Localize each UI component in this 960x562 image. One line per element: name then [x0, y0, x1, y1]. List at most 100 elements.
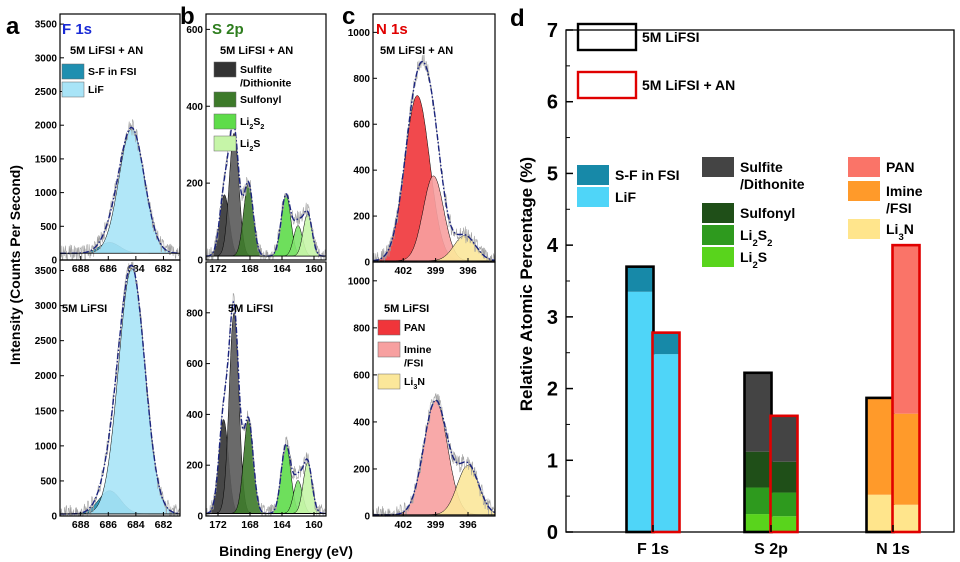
x-tick-label: 399	[427, 265, 445, 277]
y-tick-label: 0	[51, 512, 57, 523]
y-tick-label: 600	[186, 25, 203, 36]
y-tick-label: 200	[353, 212, 370, 223]
bar-segment-lif	[626, 291, 654, 532]
spectrum-b-1: 0 200 400 600 800 172 168 164 160	[186, 261, 327, 531]
plot-frame	[59, 259, 181, 517]
y-tick-label: 1000	[348, 276, 371, 287]
legend-swatch	[377, 373, 401, 390]
bar-outline	[651, 331, 681, 534]
x-tick-label: 688	[72, 263, 90, 275]
y-tick-label: 2	[547, 379, 558, 401]
bar-segment-li3n	[892, 504, 920, 532]
sample-label: 5M LiFSI	[384, 303, 429, 315]
bar-segment-li2s	[770, 516, 798, 532]
raw-data-line	[372, 54, 495, 263]
x-tick-label: 402	[394, 265, 412, 277]
y-tick-label: 800	[353, 74, 370, 85]
legend-swatch	[213, 61, 237, 78]
plot-frame	[205, 13, 327, 261]
y-tick-label: 1500	[35, 154, 58, 165]
panel-letter-d: d	[510, 5, 525, 32]
legend-label: Sulfite	[240, 64, 272, 76]
component-legend-swatch	[702, 225, 734, 245]
y-tick-label: 400	[186, 102, 203, 113]
legend-swatch	[61, 81, 85, 98]
x-tick-label: 164	[273, 263, 291, 275]
bar-segment-pan	[892, 245, 920, 414]
y-tick-label: 4	[547, 235, 559, 257]
legend-label: Sulfonyl	[240, 94, 281, 106]
bar-segment-sulfonyl	[770, 461, 798, 493]
y-tick-label: 500	[40, 222, 57, 233]
component-legend-label: Li3N	[886, 221, 914, 243]
x-tick-label: 686	[100, 519, 118, 531]
spectrum-c-0: 0 200 400 600 800 1000 402 399 396	[348, 13, 496, 277]
x-tick-label: 396	[459, 265, 477, 277]
component-legend-label: PAN	[886, 159, 915, 175]
bar-segment-sulfonyl	[744, 451, 772, 488]
bar-segment-li3n	[866, 494, 894, 532]
y-tick-label: 200	[186, 461, 203, 472]
x-tick-label: 160	[305, 519, 323, 531]
y-tick-label: 5	[547, 163, 558, 185]
y-tick-label: 1500	[35, 406, 58, 417]
y-tick-label: 800	[186, 308, 203, 319]
component-legend-label: Sulfonyl	[740, 205, 795, 221]
component-legend-swatch	[577, 165, 609, 185]
y-tick-label: 3000	[35, 301, 58, 312]
bar-segment-li2s2	[770, 492, 798, 517]
legend-label: PAN	[404, 322, 425, 334]
series-legend-label: 5M LiFSI + AN	[642, 77, 735, 93]
component-legend-label-line2: /FSI	[886, 200, 912, 216]
y-tick-label: 0	[364, 512, 370, 523]
category-label: F 1s	[637, 541, 669, 558]
x-tick-label: 172	[209, 263, 227, 275]
x-tick-label: 402	[394, 519, 412, 531]
component-legend-label: S-F in FSI	[615, 167, 680, 183]
bar-segment-s-f-in-fsi	[626, 266, 654, 292]
series-legend-box	[576, 70, 638, 100]
spectrum-a-1: 0 500 1000 1500 2000 2500 3000 3500 688 686 684 682	[35, 259, 181, 531]
legend-label-line2: /Dithionite	[240, 78, 291, 90]
panel-letter-c: c	[342, 3, 355, 30]
panel-letter-b: b	[180, 3, 195, 30]
component-legend-label-line2: /Dithonite	[740, 176, 805, 192]
bar-outline	[769, 414, 799, 534]
bar-segment-sulfite-dithonite	[744, 372, 772, 452]
y-tick-label: 0	[197, 512, 203, 523]
x-tick-label: 168	[241, 263, 259, 275]
component-legend-swatch	[577, 187, 609, 207]
y-tick-label: 500	[40, 476, 57, 487]
legend-label: Li3N	[404, 376, 425, 391]
y-tick-label: 2000	[35, 121, 58, 132]
component-legend-swatch	[848, 157, 880, 177]
sample-label: 5M LiFSI + AN	[380, 45, 453, 57]
fit-envelope	[372, 60, 496, 262]
component-legend-label: Sulfite	[740, 159, 783, 175]
category-label: S 2p	[754, 541, 788, 558]
fit-envelope	[206, 121, 326, 257]
fit-envelope	[60, 264, 180, 515]
y-tick-label: 200	[353, 464, 370, 475]
spectrum-c-1: 0 200 400 600 800 1000 402 399 396	[348, 261, 496, 531]
component-legend-label: Li2S	[740, 249, 767, 271]
legend-label-line2: /FSI	[404, 358, 423, 370]
y-tick-label: 2500	[35, 336, 58, 347]
series-legend-box	[576, 22, 638, 52]
bar-segment-s-f-in-fsi	[652, 332, 680, 355]
bar-segment-li2s	[744, 514, 772, 532]
legend-swatch	[213, 91, 237, 108]
x-tick-label: 399	[427, 519, 445, 531]
component-legend-label: LiF	[615, 189, 636, 205]
category-label: N 1s	[876, 541, 910, 558]
y-tick-label: 2500	[35, 87, 58, 98]
y-tick-label: 1	[547, 450, 558, 472]
component-legend-swatch	[702, 203, 734, 223]
y-tick-label: 0	[51, 256, 57, 267]
y-tick-label: 400	[186, 410, 203, 421]
bar-segment-imine-fsi	[866, 397, 894, 495]
y-axis-label-atomic-percentage: Relative Atomic Percentage (%)	[517, 157, 536, 411]
y-tick-label: 200	[186, 179, 203, 190]
legend-swatch	[213, 135, 237, 152]
legend-swatch	[377, 319, 401, 336]
